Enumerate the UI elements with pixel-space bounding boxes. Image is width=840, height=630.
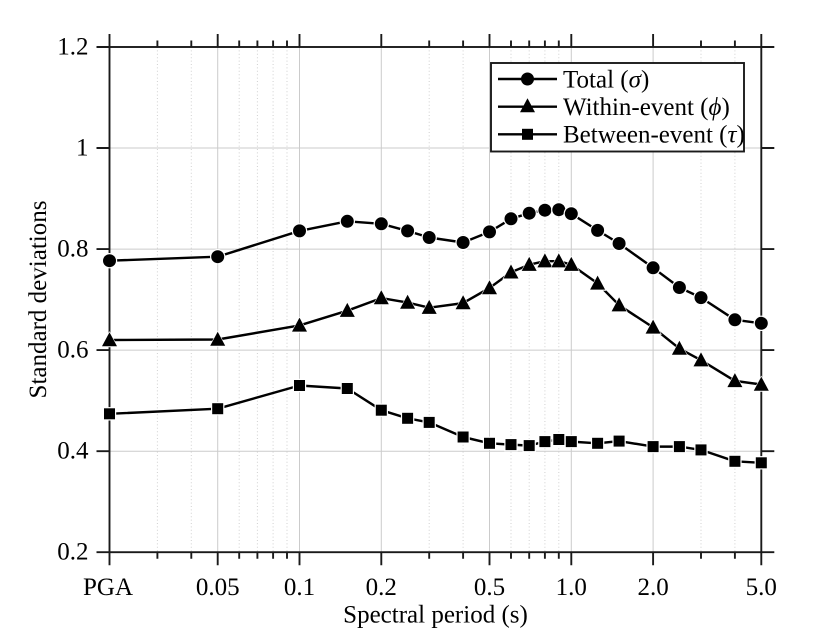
svg-text:0.2: 0.2 xyxy=(57,539,88,566)
svg-text:0.5: 0.5 xyxy=(474,574,505,601)
svg-text:Between-event (τ): Between-event (τ) xyxy=(563,122,745,149)
svg-text:Standard deviations: Standard deviations xyxy=(25,201,52,399)
svg-text:0.6: 0.6 xyxy=(57,337,88,364)
svg-text:2.0: 2.0 xyxy=(637,574,668,601)
svg-text:0.2: 0.2 xyxy=(366,574,397,601)
svg-text:0.4: 0.4 xyxy=(57,438,89,465)
svg-text:0.05: 0.05 xyxy=(196,574,240,601)
svg-text:1: 1 xyxy=(76,135,89,162)
svg-text:0.1: 0.1 xyxy=(284,574,315,601)
svg-text:1.2: 1.2 xyxy=(57,34,88,61)
svg-text:Total (σ): Total (σ) xyxy=(563,66,649,93)
svg-text:PGA: PGA xyxy=(83,574,133,601)
svg-text:Within-event (ϕ): Within-event (ϕ) xyxy=(563,94,730,121)
svg-text:5.0: 5.0 xyxy=(746,574,777,601)
svg-text:0.8: 0.8 xyxy=(57,236,88,263)
svg-text:1.0: 1.0 xyxy=(556,574,587,601)
svg-text:Spectral period (s): Spectral period (s) xyxy=(343,602,528,629)
